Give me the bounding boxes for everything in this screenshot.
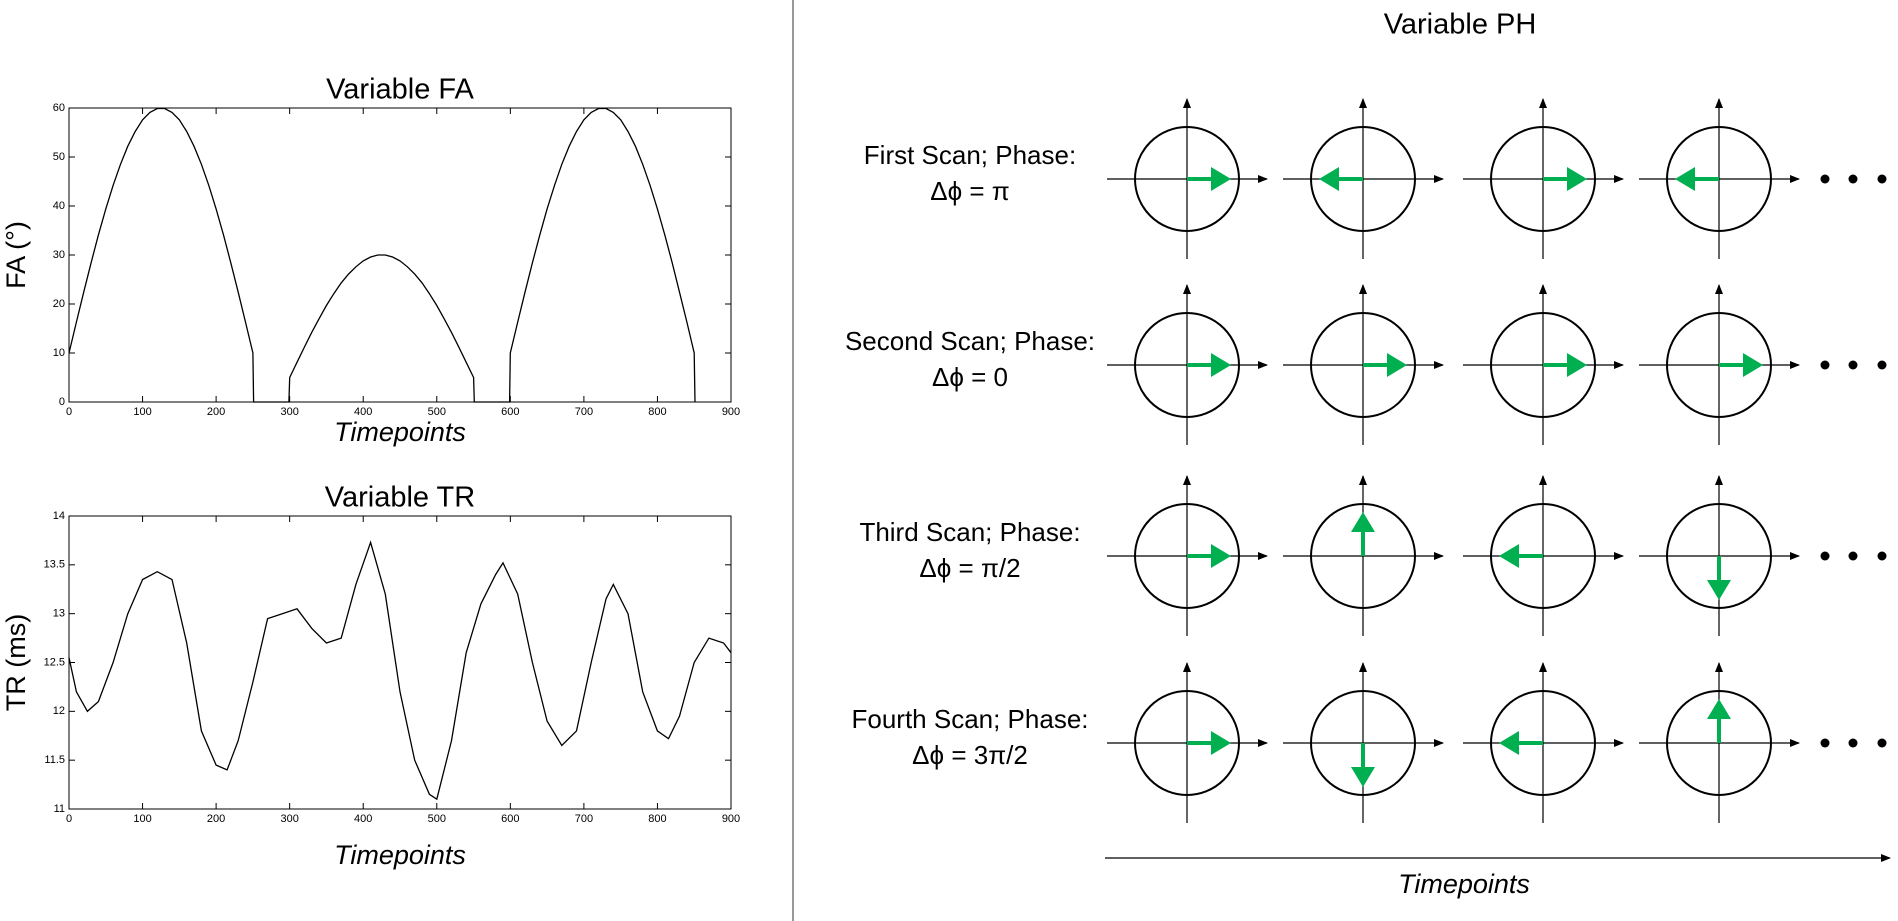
x-tick-label: 300 xyxy=(280,406,298,418)
y-tick-label: 10 xyxy=(53,347,65,359)
x-tick-label: 500 xyxy=(428,813,446,825)
ellipsis-dot xyxy=(1848,360,1858,370)
y-tick-label: 50 xyxy=(53,151,65,163)
x-tick-label: 700 xyxy=(575,406,593,418)
ellipsis-dot xyxy=(1848,738,1858,748)
y-tick-label: 20 xyxy=(53,298,65,310)
plot-frame xyxy=(68,107,732,403)
y-tick-label: 40 xyxy=(53,200,65,212)
x-tick-label: 400 xyxy=(354,813,372,825)
x-tick-label: 800 xyxy=(648,813,666,825)
data-line xyxy=(68,540,732,801)
x-tick-label: 100 xyxy=(133,813,151,825)
x-tick-label: 400 xyxy=(354,406,372,418)
y-tick-label: 11.5 xyxy=(44,754,65,766)
y-tick-label: 13 xyxy=(53,608,65,620)
ellipsis-dot xyxy=(1848,174,1858,184)
y-axis-label: TR (ms) xyxy=(1,614,31,711)
y-tick-label: 12 xyxy=(53,705,65,717)
y-tick-label: 13.5 xyxy=(44,559,65,571)
x-tick-label: 200 xyxy=(207,406,225,418)
row-phase: Δϕ = 0 xyxy=(932,362,1008,392)
x-axis-label: Timepoints xyxy=(334,417,466,447)
row-phase: Δϕ = 3π/2 xyxy=(912,740,1028,770)
x-tick-label: 300 xyxy=(280,813,298,825)
x-tick-label: 800 xyxy=(648,406,666,418)
y-tick-label: 0 xyxy=(59,396,65,408)
chart-title: Variable TR xyxy=(325,482,475,514)
plot-frame xyxy=(68,515,732,810)
x-tick-label: 900 xyxy=(722,813,740,825)
ellipsis-dot xyxy=(1877,174,1887,184)
x-tick-label: 600 xyxy=(501,406,519,418)
ellipsis-dot xyxy=(1877,551,1887,561)
row-label: Second Scan; Phase: xyxy=(845,326,1095,356)
diagram-title: Variable PH xyxy=(1384,9,1537,41)
x-tick-label: 0 xyxy=(66,406,72,418)
x-tick-label: 600 xyxy=(501,813,519,825)
y-tick-label: 60 xyxy=(53,102,65,114)
x-tick-label: 100 xyxy=(133,406,151,418)
row-phase: Δϕ = π/2 xyxy=(919,553,1020,583)
y-tick-label: 14 xyxy=(53,510,65,522)
row-label: Fourth Scan; Phase: xyxy=(851,704,1088,734)
data-line xyxy=(68,107,696,403)
row-phase: Δϕ = π xyxy=(930,176,1010,206)
ellipsis-dot xyxy=(1820,174,1830,184)
x-tick-label: 0 xyxy=(66,813,72,825)
y-tick-label: 12.5 xyxy=(44,656,65,668)
x-tick-label: 200 xyxy=(207,813,225,825)
x-tick-label: 900 xyxy=(722,406,740,418)
ellipsis-dot xyxy=(1877,360,1887,370)
y-tick-label: 30 xyxy=(53,249,65,261)
ellipsis-dot xyxy=(1820,738,1830,748)
x-tick-label: 700 xyxy=(575,813,593,825)
x-tick-label: 500 xyxy=(428,406,446,418)
ellipsis-dot xyxy=(1820,551,1830,561)
y-axis-label: FA (°) xyxy=(1,221,31,289)
row-label: First Scan; Phase: xyxy=(864,140,1076,170)
time-axis-label: Timepoints xyxy=(1398,869,1530,899)
ellipsis-dot xyxy=(1848,551,1858,561)
ellipsis-dot xyxy=(1877,738,1887,748)
y-tick-label: 11 xyxy=(54,803,65,815)
x-axis-label: Timepoints xyxy=(334,840,466,870)
row-label: Third Scan; Phase: xyxy=(859,517,1080,547)
ellipsis-dot xyxy=(1820,360,1830,370)
chart-title: Variable FA xyxy=(326,74,474,106)
